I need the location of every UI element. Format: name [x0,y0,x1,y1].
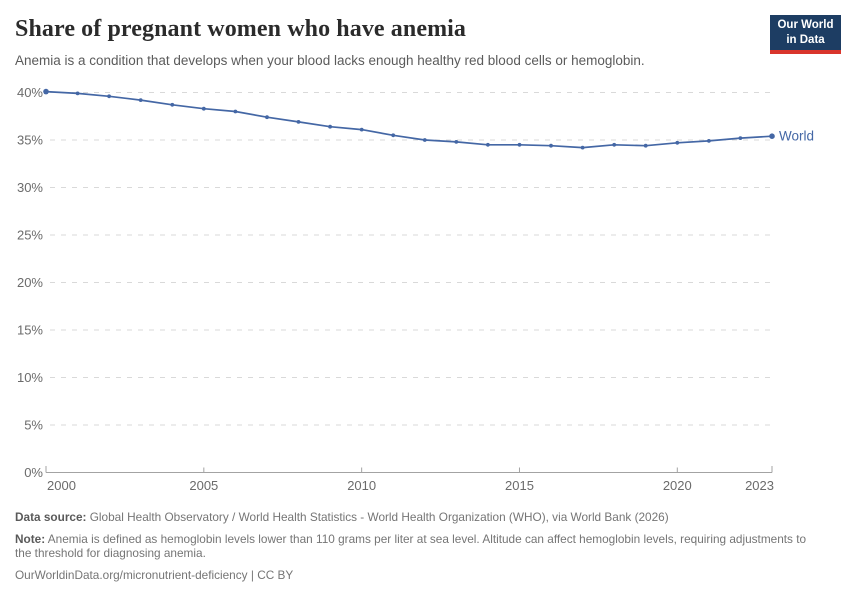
y-tick-label: 30% [17,180,43,195]
chart-title: Share of pregnant women who have anemia [15,16,467,42]
world-line [45,90,773,149]
owid-logo-line2: in Data [786,33,825,46]
data-point [675,140,680,145]
data-point [738,136,743,141]
y-tick-label: 20% [17,275,43,290]
data-point [486,142,490,147]
y-tick-label: 40% [17,85,43,100]
y-tick-label: 5% [24,418,43,433]
data-point [707,139,711,143]
y-tick-label: 35% [17,133,43,148]
data-point [43,88,49,95]
data-source-line: Data source: Global Health Observatory /… [15,510,810,525]
world-series-label: World [779,129,814,144]
data-point [612,142,617,147]
data-source-label: Data source: [15,510,87,524]
y-tick-label: 0% [24,465,43,480]
chart-footer: Data source: Global Health Observatory /… [15,510,810,589]
data-point [769,133,775,139]
x-tick-label: 2005 [189,478,218,493]
data-point [643,143,648,148]
y-tick-label: 10% [17,370,43,385]
note-line: Note: Anemia is defined as hemoglobin le… [15,532,810,561]
x-tick-label: 2023 [745,478,774,493]
chart-subtitle: Anemia is a condition that develops when… [15,53,645,68]
data-point [454,140,459,144]
data-point [75,91,80,96]
owid-url-link[interactable]: OurWorldinData.org/micronutrient-deficie… [15,567,248,582]
owid-logo-line1: Our World [777,19,834,32]
data-point [138,98,143,102]
note-text: Anemia is defined as hemoglobin levels l… [15,531,807,561]
line-chart: 0% 5% 10% 15% 20% 25% 30% 35% 40% 2000 2005 2010 201… [17,85,814,493]
owid-logo: Our World in Data [770,15,841,54]
data-point [201,106,206,111]
data-point [107,94,111,99]
data-point [517,142,522,147]
x-tick-label: 2020 [663,478,692,493]
data-point [265,115,269,120]
license-label: CC BY [257,567,294,582]
y-tick-label: 25% [17,228,43,243]
data-source-text: Global Health Observatory / World Health… [89,510,669,524]
data-point [328,124,332,129]
data-point [170,102,175,107]
data-point [422,138,427,142]
separator: | [250,567,254,582]
data-point [391,133,396,138]
data-point [296,120,301,124]
data-point [549,143,553,148]
data-point [580,145,585,150]
x-tick-label: 2015 [505,478,534,493]
note-label: Note: [15,531,46,546]
data-point [359,127,364,132]
y-tick-label: 15% [17,323,43,338]
data-point [233,109,238,114]
x-tick-label: 2010 [347,478,376,493]
url-line: OurWorldinData.org/micronutrient-deficie… [15,568,810,583]
x-tick-label: 2000 [47,478,76,493]
